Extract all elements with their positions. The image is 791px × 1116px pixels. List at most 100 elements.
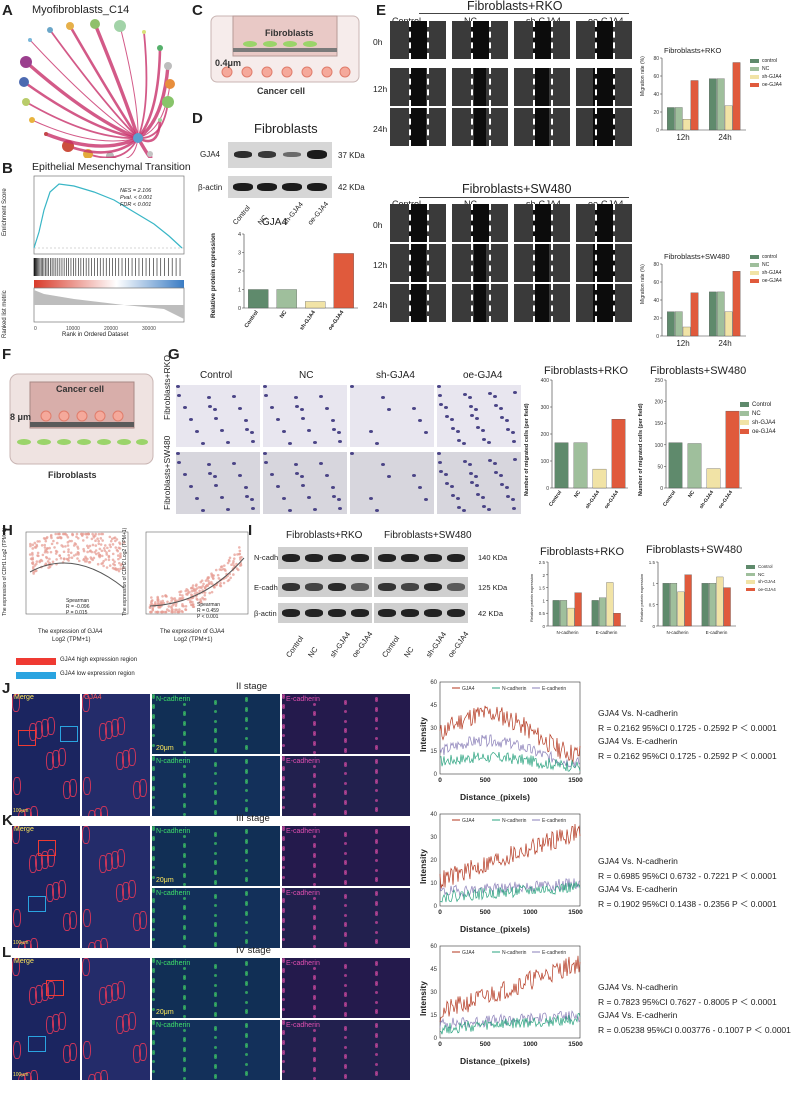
e-wound-image-top: [452, 108, 508, 146]
scatter-point: [174, 608, 177, 612]
panel-c-diagram: Fibroblasts 0.4μm Cancer cell: [205, 6, 365, 102]
scatter-point: [181, 594, 184, 597]
network-edge: [24, 60, 139, 140]
scatter-point: [111, 558, 115, 562]
x-tick-label: 1000: [523, 1041, 538, 1048]
legend-item: oe-GJA4: [740, 429, 776, 435]
g-transwell-image-rko: [263, 385, 347, 447]
g-transwell-image-rko: [350, 385, 434, 447]
scatter-point: [49, 550, 53, 554]
transwell-top-label: Cancer cell: [56, 384, 105, 394]
panel-label-f: F: [2, 346, 12, 363]
scatter-point: [235, 567, 239, 570]
category-label: sh-GJA4: [698, 490, 715, 510]
y-tick-label: 3: [238, 251, 241, 257]
low-expression-box: [28, 896, 46, 912]
scatter-point: [122, 541, 126, 544]
scatter-point: [171, 610, 174, 614]
scatter-point: [203, 587, 207, 590]
h1-xlabel2: Log2 (TPM+1): [52, 637, 91, 643]
scatter-point: [184, 589, 188, 593]
scatter-point: [87, 532, 90, 536]
scatter-point: [73, 542, 77, 545]
scatter-point: [76, 547, 80, 550]
scatter-point: [32, 572, 35, 575]
legend-swatch: [740, 411, 749, 416]
scatter-point: [232, 573, 235, 576]
scatter-point: [119, 564, 123, 567]
ecad-label-low: E-cadherin: [286, 1022, 320, 1029]
scatter-point: [192, 589, 196, 592]
y-tick-label: 100: [541, 459, 550, 465]
transwell-illustration: [9, 373, 154, 465]
scatter-point: [167, 605, 171, 608]
network-edge: [137, 65, 170, 140]
scatter-point: [43, 546, 47, 549]
scatter-point: [226, 561, 230, 565]
g-group-label: Control: [200, 370, 233, 381]
scatter-point: [30, 561, 34, 565]
gsea-ylabel-top: Enrichment Score: [2, 188, 8, 236]
scatter-point: [97, 539, 100, 543]
y-tick-label: 60: [653, 74, 659, 80]
merge-label: Merge: [14, 958, 34, 965]
scatter-point: [188, 590, 191, 594]
scatter-point: [45, 536, 49, 539]
y-tick-label: 1: [652, 581, 655, 586]
h2-xlabel2: Log2 (TPM+1): [174, 637, 213, 643]
scatter-point: [92, 556, 96, 560]
plot-xlabel: Distance_(pixels): [460, 792, 530, 802]
ecad-label-high: E-cadherin: [286, 960, 320, 967]
y-tick-label: 2: [542, 573, 545, 578]
scatter-point: [116, 554, 120, 557]
scatter-point: [81, 539, 85, 542]
i-sw480-bar-chart: 0 0.5 1 1.5 N-cadherin E-cadherin: [649, 560, 736, 635]
network-edge: [31, 119, 139, 142]
scatter-point: [190, 586, 193, 590]
scatter-point: [94, 549, 98, 552]
scatter-point: [156, 598, 159, 602]
y-tick-label: 1.5: [539, 586, 546, 591]
legend-item: NC: [750, 66, 769, 72]
scatter-point: [108, 564, 112, 567]
correlation-stat-line: R = 0.2162 95%CI 0.1725 - 0.2592 P ＜ 0.0…: [598, 751, 777, 761]
scatter-point: [77, 559, 81, 563]
legend-item: control: [750, 254, 777, 260]
y-tick-label: 300: [541, 405, 550, 411]
legend-item: oe-GJA4: [750, 82, 782, 88]
scatter-point: [103, 544, 107, 547]
scatter-point: [45, 556, 49, 560]
legend-swatch: [750, 262, 759, 267]
network-node: [147, 151, 153, 157]
intensity-line: [439, 1010, 581, 1030]
plot-ylabel: Intensity: [418, 849, 428, 884]
scatter-point: [98, 553, 102, 557]
x-tick-label: 500: [480, 909, 491, 916]
e-wound-image-bottom: [390, 204, 446, 242]
fit-line: [29, 562, 125, 589]
y-tick-label: 250: [655, 378, 664, 384]
scatter-point: [77, 553, 80, 556]
stage-label: IV stage: [236, 945, 271, 956]
intensity-line: [439, 824, 581, 889]
scatter-point: [59, 556, 63, 560]
scatter-point: [105, 551, 108, 554]
scatter-point: [44, 539, 48, 543]
scatter-point: [111, 552, 115, 556]
cancer-cells: [221, 66, 351, 78]
fluor-tile-ecad-high: [282, 826, 410, 886]
scatter-point: [150, 599, 154, 603]
coculture-illustration: [210, 15, 360, 83]
y-tick-label: 0: [656, 334, 659, 340]
scatter-point: [232, 557, 236, 560]
scatter-point: [72, 544, 76, 547]
scatter-point: [230, 563, 233, 567]
y-tick-label: 80: [653, 262, 659, 268]
scatter-point: [86, 557, 89, 561]
scatter-point: [178, 608, 181, 611]
i-blot-sw480-title: Fibroblasts+SW480: [384, 530, 472, 541]
e-rko-ylabel: Migration rate (%): [640, 56, 646, 96]
panel-label-h: H: [2, 522, 13, 539]
d-band-gja4: GJA4: [200, 150, 221, 159]
e-sw480-bar-chart: 0 20 40 60 80 12h 24h: [653, 262, 746, 348]
